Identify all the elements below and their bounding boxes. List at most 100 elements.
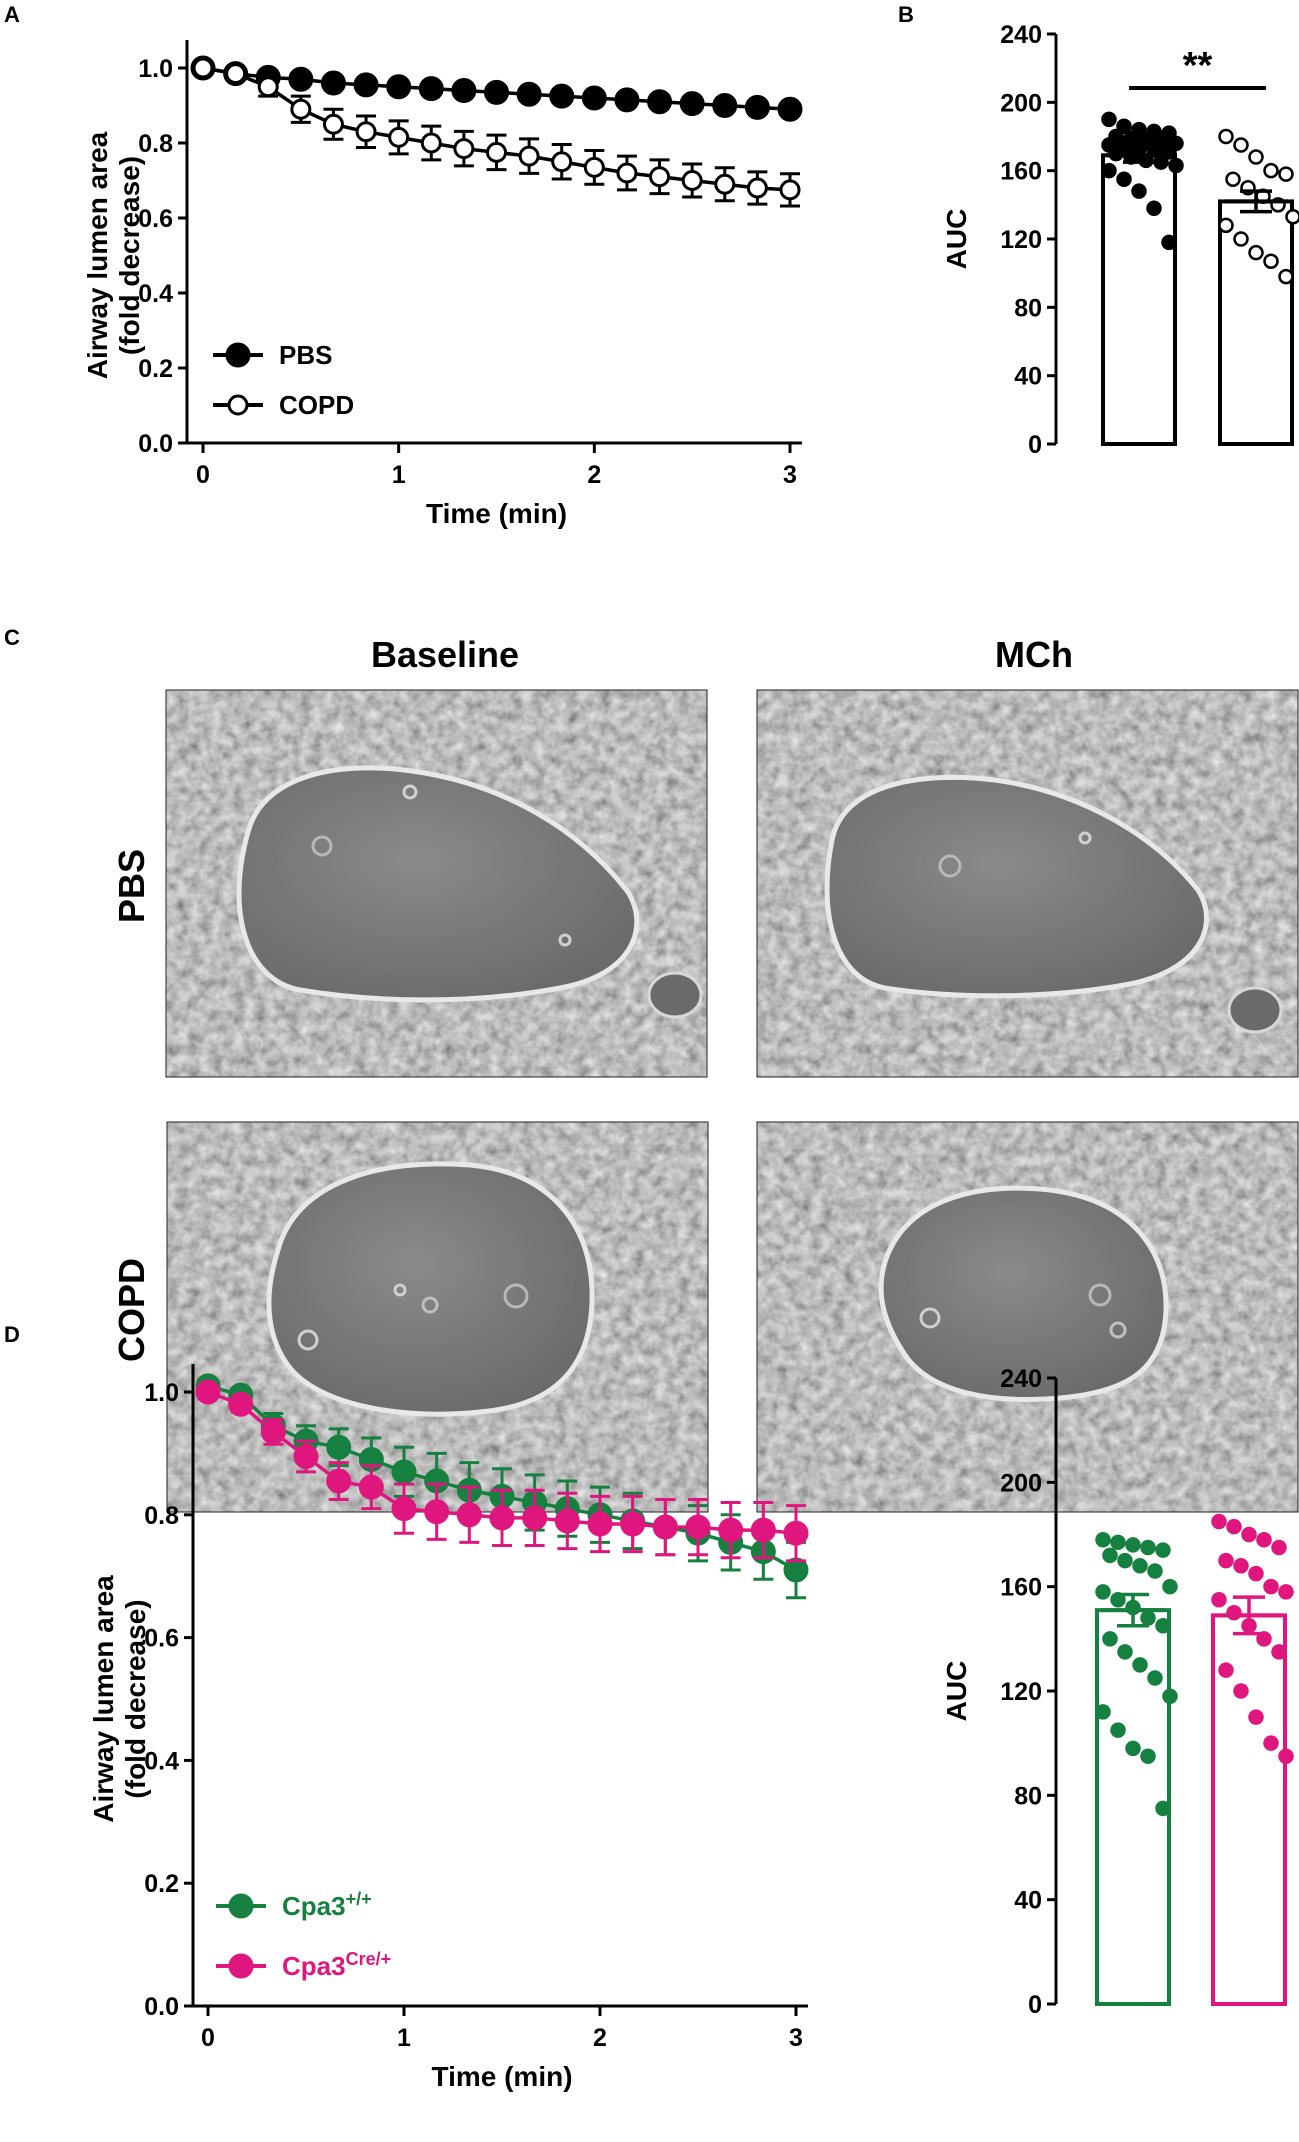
- data-point: [290, 98, 312, 120]
- y-tick-label: 0.6: [144, 1625, 179, 1653]
- data-point: [326, 1468, 352, 1494]
- data-point: [1155, 1542, 1171, 1558]
- data-point: [418, 76, 444, 102]
- data-point: [1147, 1563, 1163, 1579]
- data-point: [1168, 157, 1184, 174]
- data-point: [1278, 166, 1294, 182]
- data-point: [783, 1557, 809, 1583]
- data-point: [1095, 1704, 1111, 1720]
- data-point: [685, 1514, 711, 1540]
- data-point: [1155, 1618, 1171, 1634]
- bar: [1211, 1613, 1287, 2006]
- data-point: [1117, 1644, 1133, 1660]
- data-point: [391, 1496, 417, 1522]
- data-point: [1110, 1534, 1126, 1551]
- data-point: [549, 83, 575, 109]
- x-tick-label: 3: [789, 2024, 803, 2052]
- legend-label: PBS: [279, 340, 332, 370]
- y-tick-label: 1.0: [138, 55, 173, 83]
- y-tick-label: 40: [1014, 363, 1042, 391]
- data-point: [1162, 1688, 1178, 1704]
- data-point: [1248, 149, 1264, 165]
- y-tick-label: 0.6: [138, 205, 173, 233]
- x-tick-label: 3: [783, 461, 797, 489]
- y-axis-title: AUC: [941, 1661, 972, 1722]
- data-point: [1248, 1565, 1264, 1582]
- data-point: [1263, 162, 1279, 179]
- y-tick-label: 200: [1000, 89, 1042, 117]
- y-axis-title-line2: (fold decrease): [120, 1599, 151, 1798]
- data-point: [647, 89, 673, 115]
- y-tick-label: 0.0: [138, 430, 173, 458]
- data-point: [453, 138, 475, 160]
- y-tick-label: 40: [1014, 1887, 1042, 1915]
- y-tick-label: 120: [1000, 226, 1042, 254]
- data-point: [1263, 1578, 1279, 1595]
- data-point: [518, 145, 540, 167]
- data-point: [353, 72, 379, 98]
- data-point: [225, 63, 247, 85]
- data-point: [326, 1434, 352, 1460]
- data-point: [1140, 1539, 1156, 1556]
- data-point: [750, 1517, 776, 1543]
- micrograph-panel: Baseline MCh PBS COPD: [111, 634, 1299, 1513]
- y-axis-title: AUC: [941, 209, 972, 270]
- data-point: [484, 79, 509, 105]
- data-point: [1116, 118, 1132, 134]
- data-point: [1155, 1800, 1171, 1817]
- data-point: [1218, 1662, 1234, 1678]
- data-point: [712, 93, 738, 118]
- data-point: [649, 166, 671, 188]
- data-point: [1110, 1722, 1126, 1738]
- row-label-pbs: PBS: [111, 849, 152, 923]
- data-point: [1153, 154, 1169, 170]
- chart-a-airway-lumen-pbs-copd: 0.0 0.2 0.4 0.6 0.8 1.0 0 1 2 3 Time (min) Airway l…: [82, 40, 803, 529]
- data-point: [424, 1499, 450, 1525]
- data-point: [746, 177, 768, 199]
- data-point: [587, 1511, 613, 1537]
- data-point: [1095, 1531, 1111, 1548]
- data-point: [1278, 1584, 1294, 1600]
- data-point: [293, 1443, 319, 1469]
- data-point: [420, 132, 442, 154]
- data-point: [1101, 111, 1117, 128]
- data-point: [489, 1505, 515, 1531]
- y-axis-title-line1: Airway lumen area: [88, 1575, 119, 1823]
- data-point: [554, 1508, 580, 1534]
- y-tick-label: 0: [1028, 1991, 1042, 2019]
- y-axis-title-line2: (fold decrease): [114, 156, 145, 355]
- data-point: [1218, 1552, 1234, 1569]
- data-point: [1095, 1584, 1111, 1600]
- data-point: [681, 170, 703, 191]
- data-point: [522, 1505, 548, 1531]
- data-point: [320, 70, 346, 96]
- panel-label-d: D: [4, 1322, 20, 1347]
- data-point: [1263, 1735, 1279, 1751]
- data-point: [714, 173, 736, 195]
- y-tick-label: 200: [1000, 1469, 1042, 1497]
- x-tick-label: 1: [392, 461, 406, 489]
- data-point: [260, 1419, 286, 1445]
- micrograph-pbs-baseline: [165, 689, 708, 1078]
- data-point: [1140, 1748, 1156, 1764]
- legend-label: Cpa3Cre/+: [282, 1949, 391, 1981]
- y-tick-label: 0.4: [144, 1747, 179, 1775]
- data-point: [322, 113, 344, 135]
- data-point: [195, 1379, 221, 1405]
- data-point: [1162, 1578, 1178, 1595]
- data-point: [1117, 1552, 1133, 1569]
- data-point: [451, 78, 477, 103]
- y-tick-label: 160: [1000, 158, 1042, 186]
- significance-label: **: [1183, 45, 1213, 87]
- data-point: [1147, 1670, 1163, 1686]
- y-tick-label: 160: [1000, 1574, 1042, 1602]
- data-point: [1233, 137, 1249, 153]
- data-point: [1211, 1591, 1227, 1608]
- y-tick-label: 0.2: [138, 355, 173, 383]
- data-point: [388, 126, 410, 148]
- data-point: [1218, 128, 1234, 145]
- data-point: [1248, 244, 1264, 261]
- data-point: [1271, 1539, 1287, 1556]
- data-point: [456, 1502, 482, 1528]
- data-point: [228, 1391, 254, 1417]
